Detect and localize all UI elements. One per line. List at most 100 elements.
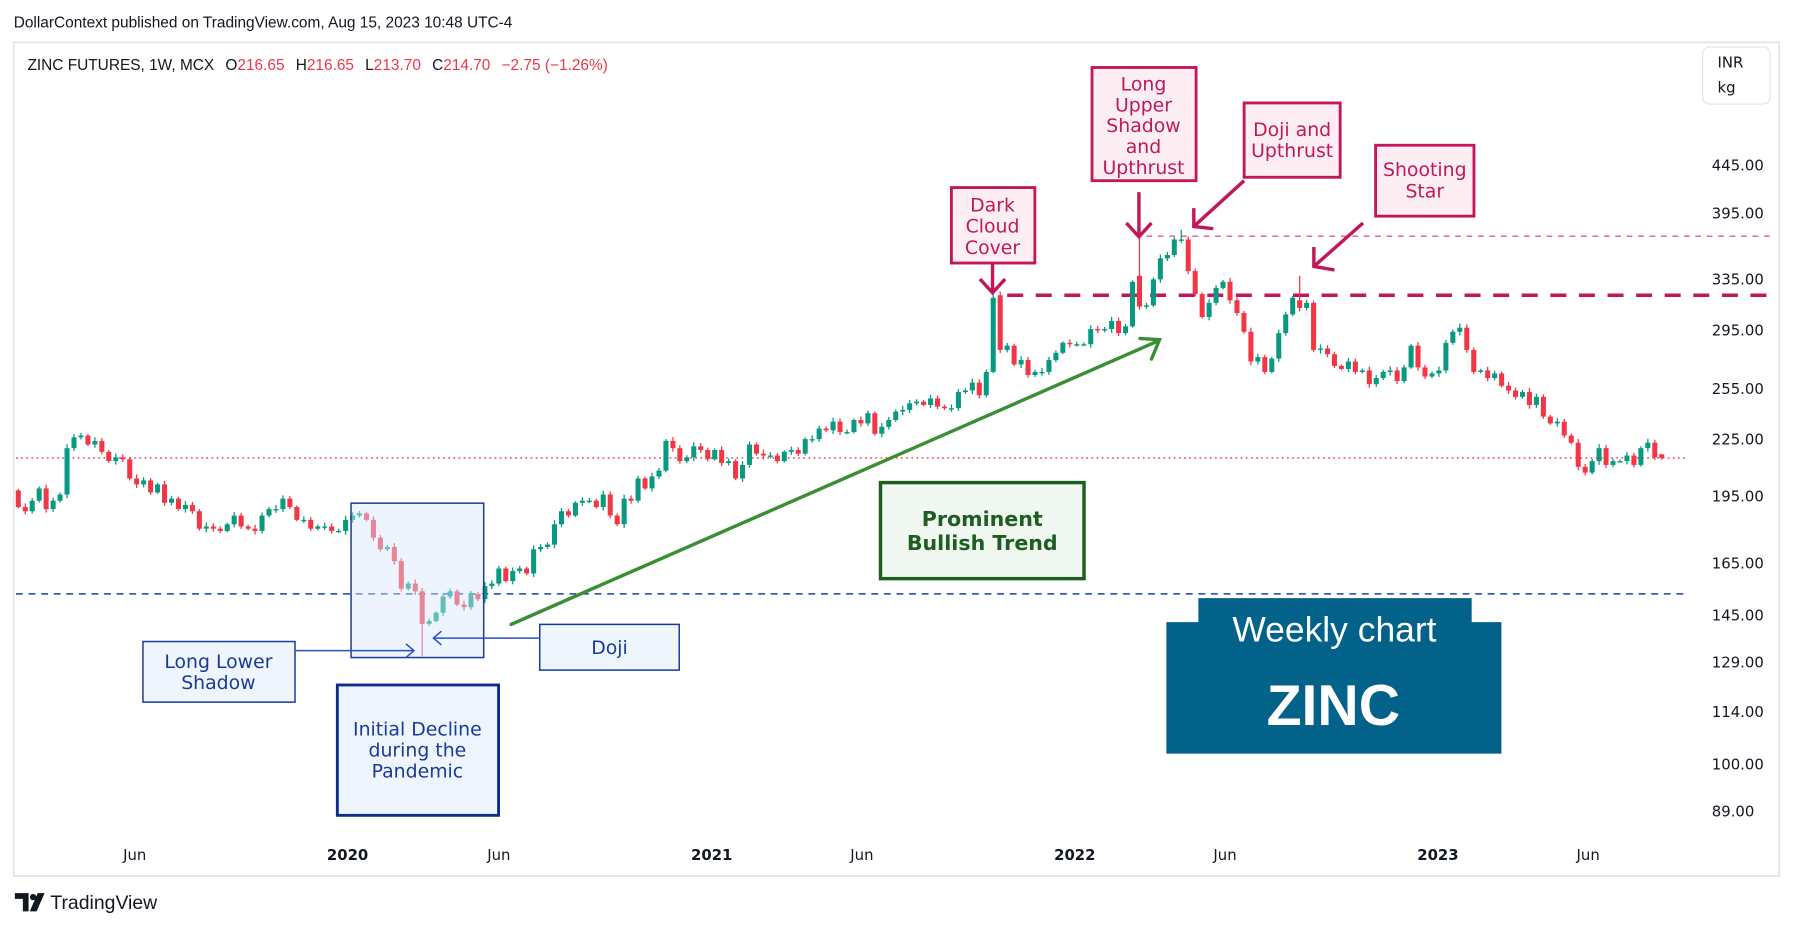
candle[interactable] — [329, 523, 335, 534]
candle[interactable] — [781, 450, 787, 463]
candle[interactable] — [1499, 371, 1505, 388]
candle[interactable] — [969, 378, 975, 395]
candle[interactable] — [454, 589, 460, 607]
candle[interactable] — [1464, 324, 1470, 353]
candle[interactable] — [1032, 369, 1038, 377]
candle[interactable] — [475, 591, 481, 602]
candle[interactable] — [1171, 237, 1177, 257]
candle[interactable] — [1359, 368, 1365, 374]
candle[interactable] — [1526, 387, 1532, 409]
candle[interactable] — [384, 545, 390, 551]
candle[interactable] — [1060, 341, 1066, 355]
candle[interactable] — [224, 522, 230, 533]
candle[interactable] — [1046, 356, 1052, 375]
candle[interactable] — [1150, 277, 1156, 308]
candle[interactable] — [579, 497, 585, 507]
candle[interactable] — [1053, 350, 1059, 363]
candle[interactable] — [468, 590, 474, 610]
candle[interactable] — [1457, 323, 1463, 336]
candle[interactable] — [168, 495, 175, 506]
candle[interactable] — [489, 580, 495, 590]
candle[interactable] — [1234, 297, 1240, 316]
candle[interactable] — [1206, 299, 1212, 321]
candle[interactable] — [656, 467, 662, 479]
candle[interactable] — [914, 399, 920, 406]
candle[interactable] — [1262, 354, 1268, 375]
candle[interactable] — [733, 459, 739, 481]
candle[interactable] — [252, 524, 258, 535]
candle[interactable] — [649, 472, 655, 492]
candle[interactable] — [1338, 364, 1344, 371]
candle[interactable] — [705, 447, 711, 462]
candle[interactable] — [440, 592, 446, 616]
candle[interactable] — [1394, 367, 1400, 385]
candle[interactable] — [698, 443, 704, 453]
candle[interactable] — [85, 433, 91, 446]
candle[interactable] — [788, 446, 794, 456]
candle[interactable] — [377, 534, 383, 552]
candle[interactable] — [1276, 329, 1282, 362]
candle[interactable] — [71, 434, 77, 452]
candle[interactable] — [231, 511, 237, 528]
candle[interactable] — [1554, 418, 1560, 427]
candle[interactable] — [134, 474, 140, 489]
candle[interactable] — [1241, 310, 1247, 334]
currency-unit-button[interactable]: INR kg — [1702, 46, 1771, 105]
candle[interactable] — [57, 492, 63, 503]
candle[interactable] — [907, 400, 913, 413]
candle[interactable] — [1645, 438, 1651, 452]
candle[interactable] — [336, 528, 342, 533]
candle[interactable] — [398, 558, 404, 592]
candle[interactable] — [1533, 393, 1539, 408]
candle[interactable] — [900, 405, 906, 416]
y-axis[interactable]: 445.00 395.00 335.00 295.00 255.00 225.00 195.… — [1712, 157, 1764, 821]
candle[interactable] — [746, 441, 753, 468]
candle[interactable] — [1478, 368, 1484, 374]
candle[interactable] — [983, 369, 989, 398]
candle[interactable] — [315, 524, 321, 531]
candle[interactable] — [1318, 344, 1324, 354]
candle[interactable] — [405, 581, 411, 591]
candle[interactable] — [1102, 326, 1108, 333]
candle[interactable] — [1178, 229, 1184, 244]
candle[interactable] — [433, 611, 439, 623]
candle[interactable] — [767, 452, 773, 459]
candle[interactable] — [844, 429, 850, 435]
candle[interactable] — [1422, 364, 1428, 379]
candle[interactable] — [294, 505, 300, 522]
candle[interactable] — [565, 508, 571, 518]
candle[interactable] — [1589, 458, 1595, 475]
candle[interactable] — [531, 545, 537, 577]
candle[interactable] — [928, 394, 934, 409]
candle[interactable] — [503, 566, 509, 583]
candle[interactable] — [1387, 366, 1393, 376]
candle[interactable] — [760, 449, 766, 460]
candle[interactable] — [1304, 299, 1310, 311]
candle[interactable] — [1074, 341, 1080, 347]
candle[interactable] — [1513, 387, 1519, 400]
candle[interactable] — [1638, 446, 1644, 467]
candle[interactable] — [677, 445, 683, 464]
candle[interactable] — [1255, 353, 1261, 365]
candle[interactable] — [92, 437, 98, 448]
candle[interactable] — [1143, 302, 1149, 310]
candle[interactable] — [43, 484, 49, 513]
candle[interactable] — [496, 566, 502, 586]
candle[interactable] — [189, 501, 195, 514]
candle[interactable] — [823, 426, 829, 433]
candle[interactable] — [1506, 381, 1512, 394]
candle[interactable] — [15, 488, 21, 509]
tradingview-logo[interactable]: TradingView — [14, 892, 158, 914]
candle[interactable] — [719, 446, 725, 467]
candle[interactable] — [1248, 327, 1254, 366]
candle[interactable] — [141, 477, 147, 488]
candle[interactable] — [1631, 452, 1637, 468]
candle[interactable] — [273, 504, 279, 513]
candle[interactable] — [510, 567, 516, 585]
candle[interactable] — [1471, 347, 1477, 375]
candle[interactable] — [1415, 342, 1421, 371]
candle[interactable] — [113, 453, 119, 465]
candle[interactable] — [837, 418, 843, 436]
candle[interactable] — [538, 543, 544, 552]
candle[interactable] — [412, 579, 418, 596]
